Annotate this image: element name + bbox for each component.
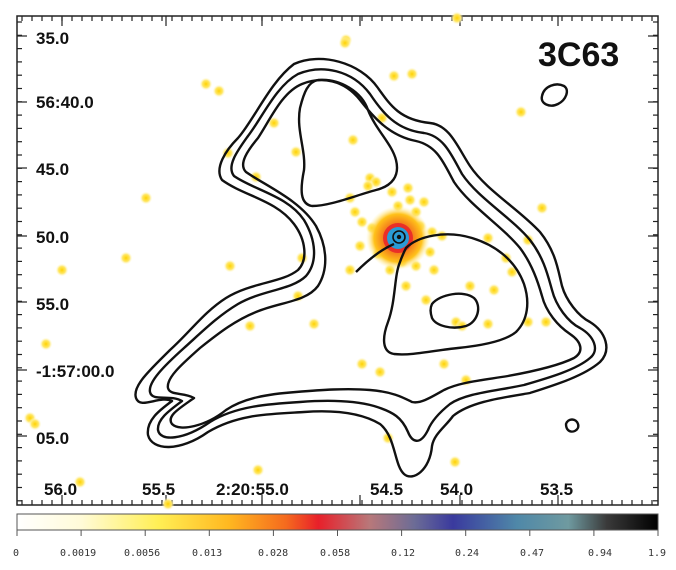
photon-event xyxy=(437,357,451,371)
source-contour-inner xyxy=(396,234,402,240)
photon-event xyxy=(199,77,213,91)
source-contour-outer xyxy=(392,230,406,244)
colorbar-tick-label: 0.0056 xyxy=(124,548,160,559)
photon-event xyxy=(119,251,133,265)
plot-frame xyxy=(16,15,659,506)
photon-event xyxy=(387,69,401,83)
photon-event xyxy=(55,263,69,277)
x-tick-label: 54.5 xyxy=(370,480,403,499)
colorbar-tick-label: 0.47 xyxy=(520,548,544,559)
contour-knot xyxy=(429,292,480,329)
y-tick-label: 55.0 xyxy=(36,295,69,314)
colorbar-tick-label: 0.94 xyxy=(588,548,612,559)
photon-event xyxy=(401,181,415,195)
x-tick-label: 54.0 xyxy=(440,480,473,499)
y-axis-ticks: 35.0 56:40.0 45.0 50.0 55.0 -1:57:00.0 0… xyxy=(36,29,114,448)
photon-event xyxy=(463,279,477,293)
contour-level-3 xyxy=(166,78,582,429)
photon-event xyxy=(399,279,413,293)
source-title: 3C63 xyxy=(538,36,619,74)
photon-event xyxy=(417,195,431,209)
contour-isolated-se xyxy=(564,418,580,433)
photon-event xyxy=(267,116,281,130)
photon-event xyxy=(427,263,441,277)
y-tick-label: 45.0 xyxy=(36,160,69,179)
photon-event xyxy=(373,365,387,379)
contour-jet-inner xyxy=(355,242,395,273)
colorbar-tick-label: 0 xyxy=(13,548,19,559)
photon-event xyxy=(514,105,528,119)
photon-event xyxy=(355,357,369,371)
photon-event xyxy=(450,11,464,25)
plot-area xyxy=(16,15,659,506)
photon-event xyxy=(539,315,553,329)
photon-event xyxy=(355,215,369,229)
photon-event xyxy=(535,201,549,215)
x-tick-label: 56.0 xyxy=(44,480,77,499)
photon-event xyxy=(223,259,237,273)
colorbar-tick-label: 0.013 xyxy=(192,548,222,559)
colorbar: 0 0.0019 0.0056 0.013 0.028 0.058 0.12 0… xyxy=(13,513,666,559)
photon-event xyxy=(435,229,449,243)
x-tick-label: 53.5 xyxy=(540,480,573,499)
colorbar-tick-label: 0.24 xyxy=(455,548,479,559)
photon-event xyxy=(338,36,352,50)
contour-level-5 xyxy=(382,233,529,356)
contour-level-1 xyxy=(134,57,608,478)
y-tick-label: 56:40.0 xyxy=(36,93,94,112)
radio-contours xyxy=(134,57,608,478)
y-tick-label: 50.0 xyxy=(36,228,69,247)
photon-event xyxy=(28,417,42,431)
colorbar-tick-label: 1.9 xyxy=(648,548,666,559)
contour-level-4 xyxy=(297,78,399,208)
photon-event xyxy=(307,317,321,331)
photon-event xyxy=(139,191,153,205)
photon-event xyxy=(419,293,433,307)
photon-event xyxy=(243,319,257,333)
photon-event xyxy=(39,337,53,351)
photon-event xyxy=(348,205,362,219)
photon-event xyxy=(161,497,175,511)
photon-event xyxy=(481,231,495,245)
colorbar-tick-label: 0.058 xyxy=(320,548,350,559)
y-tick-label: -1:57:00.0 xyxy=(36,362,114,381)
photon-event xyxy=(403,193,417,207)
x-tick-label: 55.5 xyxy=(142,480,175,499)
photon-event xyxy=(289,145,303,159)
frame-ticks xyxy=(17,16,658,505)
photon-event xyxy=(385,185,399,199)
photon-event xyxy=(353,239,367,253)
photon-event xyxy=(73,475,87,489)
contour-level-2 xyxy=(148,68,597,442)
colorbar-tick-label: 0.028 xyxy=(258,548,288,559)
photon-event xyxy=(448,455,462,469)
photon-event xyxy=(405,67,419,81)
photon-event xyxy=(487,283,501,297)
contour-isolated-ne xyxy=(540,83,569,107)
photon-event xyxy=(346,133,360,147)
photon-event xyxy=(212,84,226,98)
photon-event xyxy=(481,317,495,331)
colorbar-tick-label: 0.12 xyxy=(391,548,415,559)
photon-event xyxy=(343,263,357,277)
colorbar-gradient xyxy=(16,513,659,531)
photon-event xyxy=(361,179,375,193)
y-tick-label: 05.0 xyxy=(36,429,69,448)
photon-event xyxy=(251,463,265,477)
colorbar-tick-label: 0.0019 xyxy=(60,548,96,559)
x-tick-label: 2:20:55.0 xyxy=(216,480,289,499)
x-axis-ticks: 56.0 55.5 2:20:55.0 54.5 54.0 53.5 xyxy=(44,480,573,499)
y-tick-label: 35.0 xyxy=(36,29,69,48)
colorbar-tick-marks xyxy=(16,530,659,536)
